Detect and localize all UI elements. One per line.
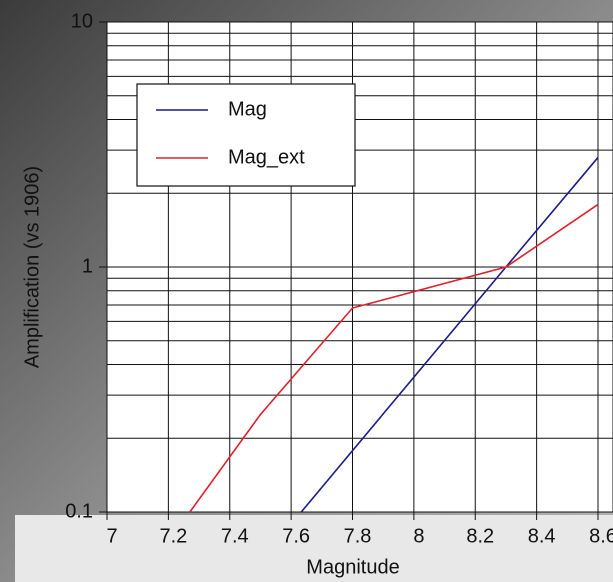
y-tick-label: 0.1 — [65, 500, 93, 522]
data-line — [189, 203, 599, 513]
x-tick-label: 8.4 — [528, 525, 556, 547]
legend-box — [136, 83, 356, 187]
y-tick-label: 1 — [82, 255, 93, 277]
x-axis-label: Magnitude — [306, 556, 399, 578]
legend-label: Mag — [228, 98, 267, 120]
x-tick-label: 8.6 — [589, 525, 613, 547]
y-axis-label: Amplification (vs 1906) — [21, 166, 43, 368]
y-tick-label: 10 — [71, 10, 93, 32]
legend-label: Mag_ext — [228, 146, 305, 168]
x-tick-label: 7.6 — [282, 525, 310, 547]
axis-band — [15, 515, 613, 582]
x-tick-label: 7 — [106, 525, 117, 547]
x-tick-label: 7.2 — [159, 525, 187, 547]
x-tick-label: 8 — [413, 525, 424, 547]
x-tick-label: 8.2 — [466, 525, 494, 547]
x-tick-label: 7.8 — [344, 525, 372, 547]
x-tick-label: 7.4 — [221, 525, 249, 547]
